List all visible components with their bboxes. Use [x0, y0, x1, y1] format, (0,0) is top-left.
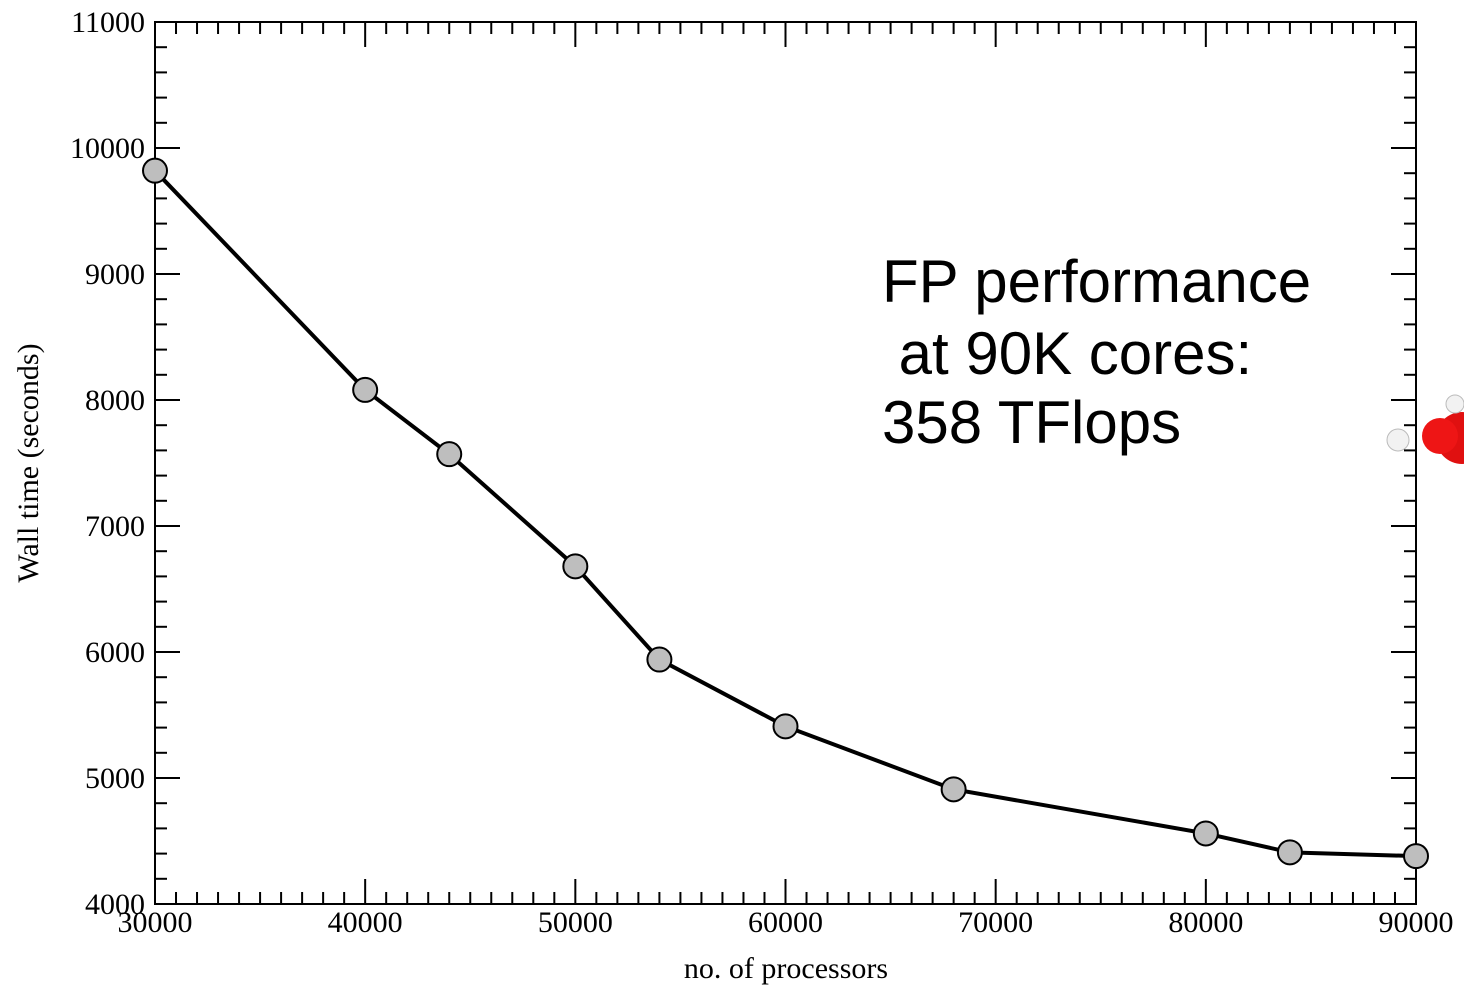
y-tick-label: 5000: [85, 762, 145, 795]
marker: [1403, 843, 1429, 870]
x-tick-label: 80000: [1168, 906, 1243, 939]
y-tick-label: 9000: [85, 258, 145, 291]
marker: [142, 157, 168, 184]
x-tick-label: 50000: [538, 906, 613, 939]
marker: [1276, 839, 1303, 866]
annotation: 358 TFlops: [882, 389, 1181, 456]
y-tick-label: 8000: [85, 384, 145, 417]
y-tick-label: 7000: [85, 510, 145, 543]
x-tick-label: 60000: [748, 906, 823, 939]
marker: [436, 441, 463, 468]
marker: [562, 553, 589, 580]
x-axis-label: no. of processors: [684, 952, 888, 985]
y-tick-label: 11000: [71, 6, 145, 39]
y-tick-label: 4000: [85, 888, 145, 921]
x-tick-label: 70000: [958, 906, 1033, 939]
marker: [940, 776, 967, 803]
x-tick-label: 30000: [118, 906, 193, 939]
line: [153, 169, 1417, 859]
marker: [646, 646, 673, 673]
marker: [772, 713, 799, 740]
y-axis-label: Wall time (seconds): [12, 343, 45, 582]
annotation: at 90K cores:: [882, 320, 1252, 387]
plot-frame: [154, 21, 1417, 905]
y-tick-label: 10000: [70, 132, 145, 165]
y-tick-label: 6000: [85, 636, 145, 669]
x-tick-label: 40000: [328, 906, 403, 939]
marker: [1192, 820, 1219, 847]
marker: [352, 376, 379, 403]
molecule: [1386, 394, 1464, 464]
x-tick-label: 90000: [1379, 906, 1454, 939]
annotation: FP performance: [882, 248, 1311, 315]
